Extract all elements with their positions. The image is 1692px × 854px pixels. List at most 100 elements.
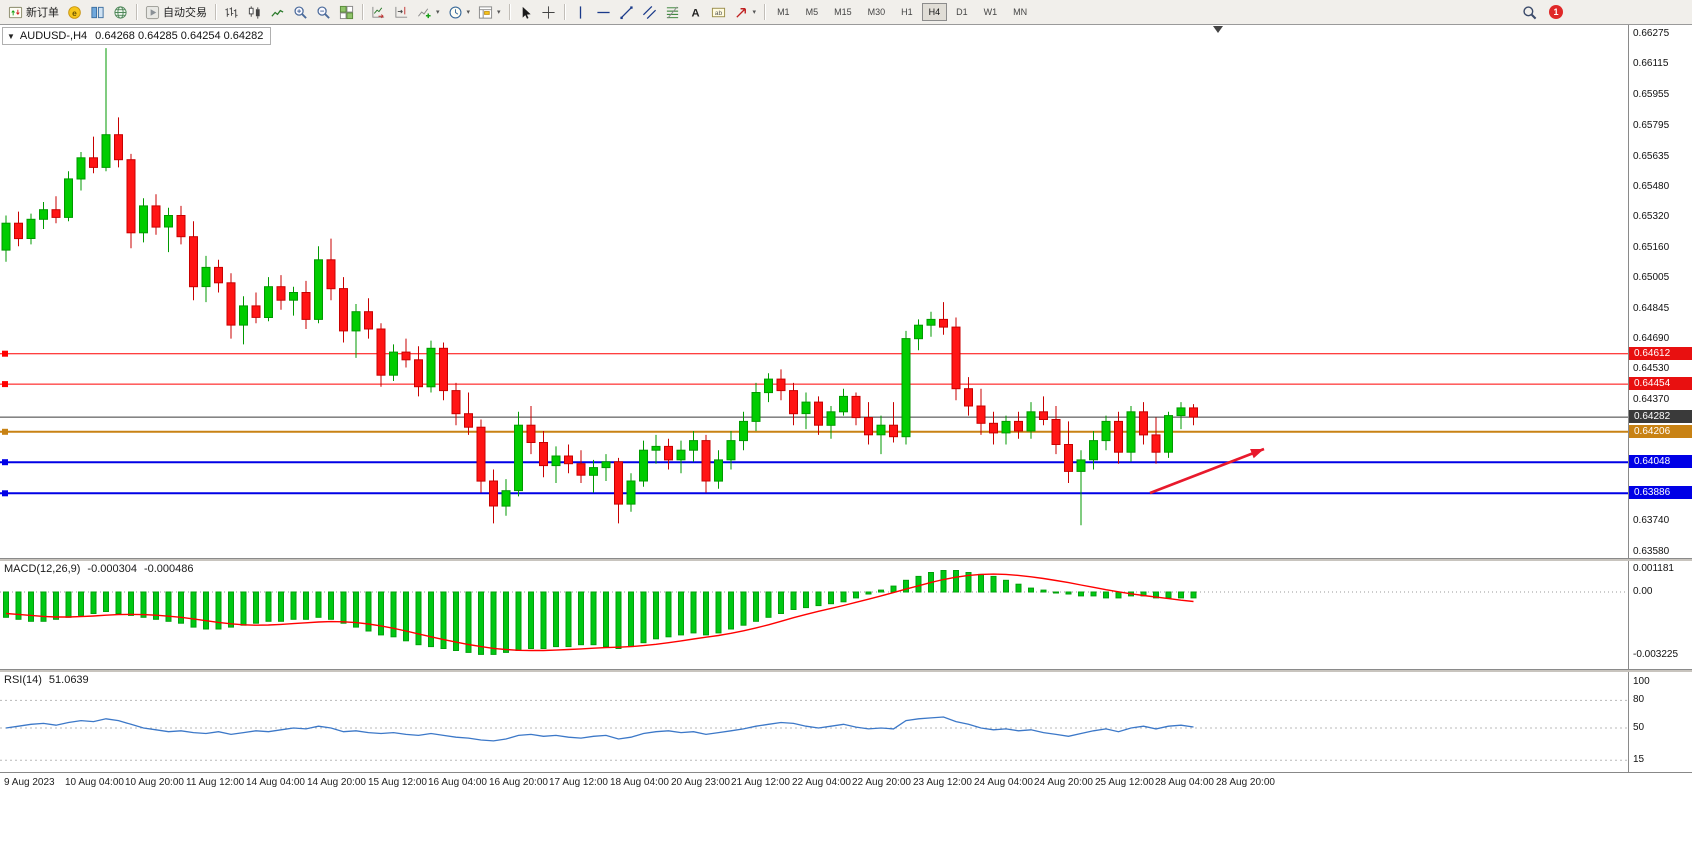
mql5-community-button[interactable] bbox=[109, 1, 132, 23]
rsi-axis-label: 15 bbox=[1633, 754, 1645, 765]
line-chart-button[interactable] bbox=[266, 1, 289, 23]
candlesticks-layer bbox=[1, 48, 1198, 526]
candles-icon bbox=[247, 5, 262, 20]
search-button[interactable] bbox=[1518, 1, 1541, 23]
price-tag[interactable]: 0.64048 bbox=[1629, 455, 1692, 468]
timeframe-m1-button[interactable]: M1 bbox=[777, 7, 790, 17]
candlestick-chart-button[interactable] bbox=[243, 1, 266, 23]
macd-signal-value: -0.000486 bbox=[143, 563, 194, 575]
templates-button[interactable]: ▾ bbox=[474, 1, 505, 23]
hline-icon bbox=[596, 5, 611, 20]
fibonacci-icon bbox=[665, 5, 680, 20]
dropdown-caret-icon[interactable]: ▾ bbox=[497, 9, 501, 16]
price-tag[interactable]: 0.64282 bbox=[1629, 410, 1692, 423]
fibonacci-retracement-button[interactable] bbox=[661, 1, 684, 23]
price-tag[interactable]: 0.64206 bbox=[1629, 425, 1692, 438]
price-axis[interactable]: 0.66275 0.66115 0.65955 0.65795 0.65635 0.654… bbox=[1628, 25, 1692, 558]
timeframe-mn-button[interactable]: MN bbox=[1013, 7, 1028, 17]
dropdown-caret-icon[interactable]: ▾ bbox=[752, 9, 757, 16]
price-axis-label: 0.63580 bbox=[1633, 546, 1670, 557]
rsi-canvas[interactable] bbox=[0, 672, 1628, 772]
indicators-list-button[interactable]: ▾ bbox=[413, 1, 444, 23]
timeframe-toolbar: M1 M5 M15 M30 H1 H4 D1 W1 MN bbox=[769, 3, 1035, 21]
price-axis-label: 0.66275 bbox=[1633, 28, 1670, 39]
new-order-button[interactable]: 新订单 bbox=[4, 1, 63, 23]
community-icon bbox=[113, 5, 128, 20]
macd-canvas[interactable] bbox=[0, 561, 1628, 669]
zoom-out-icon bbox=[316, 5, 331, 20]
rsi-plot: RSI(14) 51.0639 bbox=[0, 672, 1628, 772]
trendline-button[interactable] bbox=[615, 1, 638, 23]
vertical-line-button[interactable] bbox=[569, 1, 592, 23]
vline-icon bbox=[573, 5, 588, 20]
clock-icon bbox=[448, 5, 463, 20]
periods-button[interactable]: ▾ bbox=[444, 1, 475, 23]
indicators-icon bbox=[417, 5, 432, 20]
timeframe-d1-button[interactable]: D1 bbox=[956, 7, 968, 17]
timeframe-m5-button[interactable]: M5 bbox=[805, 7, 819, 17]
new-order-icon bbox=[8, 5, 23, 20]
auto-scroll-button[interactable] bbox=[367, 1, 390, 23]
macd-histogram-layer bbox=[3, 570, 1197, 655]
price-tag[interactable]: 0.63886 bbox=[1629, 486, 1692, 499]
time-axis-label: 28 Aug 04:00 bbox=[1155, 777, 1214, 788]
price-axis-label: 0.65005 bbox=[1633, 272, 1670, 283]
toolbar-separator bbox=[563, 4, 565, 20]
dropdown-caret-icon[interactable]: ▾ bbox=[466, 9, 471, 16]
panel-resize-divider[interactable] bbox=[0, 558, 1692, 561]
notification-badge[interactable]: 1 bbox=[1549, 5, 1563, 19]
price-axis-label: 0.65955 bbox=[1633, 89, 1670, 100]
price-tag[interactable]: 0.64454 bbox=[1629, 377, 1692, 390]
zoom-out-button[interactable] bbox=[312, 1, 335, 23]
crosshair-button[interactable] bbox=[537, 1, 560, 23]
timeframe-h4-button[interactable]: H4 bbox=[921, 3, 948, 21]
time-axis-label: 24 Aug 20:00 bbox=[1034, 777, 1093, 788]
zoom-in-icon bbox=[293, 5, 308, 20]
dropdown-caret-icon[interactable]: ▾ bbox=[436, 9, 440, 16]
cursor-button[interactable] bbox=[514, 1, 537, 23]
depth-of-market-button[interactable] bbox=[86, 1, 109, 23]
time-axis[interactable]: 9 Aug 2023 10 Aug 04:00 10 Aug 20:00 11 Aug… bbox=[0, 772, 1692, 795]
time-axis-label: 22 Aug 04:00 bbox=[792, 777, 851, 788]
macd-signal-line bbox=[5, 573, 1194, 652]
rsi-line bbox=[5, 716, 1194, 742]
auto-trading-button[interactable]: 自动交易 bbox=[141, 1, 211, 23]
chart-shift-button[interactable] bbox=[390, 1, 413, 23]
text-button[interactable]: A bbox=[684, 1, 707, 23]
time-axis-label: 21 Aug 12:00 bbox=[731, 777, 790, 788]
bar-chart-button[interactable] bbox=[220, 1, 243, 23]
text-icon: A bbox=[688, 5, 703, 20]
svg-text:A: A bbox=[691, 7, 699, 19]
trend-arrow-head bbox=[1250, 449, 1264, 459]
timeframe-h1-button[interactable]: H1 bbox=[901, 7, 913, 17]
price-chart-canvas[interactable] bbox=[0, 25, 1628, 558]
horizontal-line-button[interactable] bbox=[592, 1, 615, 23]
price-plot: ▼ AUDUSD-,H4 0.64268 0.64285 0.64254 0.6… bbox=[0, 25, 1628, 558]
time-axis-label: 28 Aug 20:00 bbox=[1216, 777, 1275, 788]
timeframe-m30-button[interactable]: M30 bbox=[867, 7, 886, 17]
timeframe-w1-button[interactable]: W1 bbox=[983, 7, 998, 17]
rsi-label-row: RSI(14) 51.0639 bbox=[4, 674, 89, 686]
rsi-value: 51.0639 bbox=[48, 674, 89, 686]
equidistant-channel-button[interactable] bbox=[638, 1, 661, 23]
toolbar-separator bbox=[764, 4, 766, 20]
arrow-objects-button[interactable]: ▾ bbox=[730, 1, 761, 23]
toolbar-separator bbox=[215, 4, 216, 20]
timeframe-m15-button[interactable]: M15 bbox=[834, 7, 852, 17]
price-tag[interactable]: 0.64612 bbox=[1629, 347, 1692, 360]
macd-axis[interactable]: 0.001181 0.00 -0.003225 bbox=[1628, 561, 1692, 669]
tile-windows-button[interactable] bbox=[335, 1, 358, 23]
text-label-button[interactable]: ab bbox=[707, 1, 730, 23]
rsi-axis[interactable]: 100 80 50 15 bbox=[1628, 672, 1692, 772]
metaeditor-button[interactable]: e bbox=[63, 1, 86, 23]
zoom-in-button[interactable] bbox=[289, 1, 312, 23]
rsi-axis-label: 100 bbox=[1633, 676, 1650, 687]
new-order-label: 新订单 bbox=[26, 7, 59, 19]
panel-resize-divider[interactable] bbox=[0, 669, 1692, 672]
toolbar-separator bbox=[508, 4, 510, 20]
cursor-icon bbox=[518, 5, 533, 20]
time-axis-label: 15 Aug 12:00 bbox=[368, 777, 427, 788]
bars-icon bbox=[224, 5, 239, 20]
one-click-trading-toggle[interactable]: ▼ bbox=[7, 31, 15, 41]
